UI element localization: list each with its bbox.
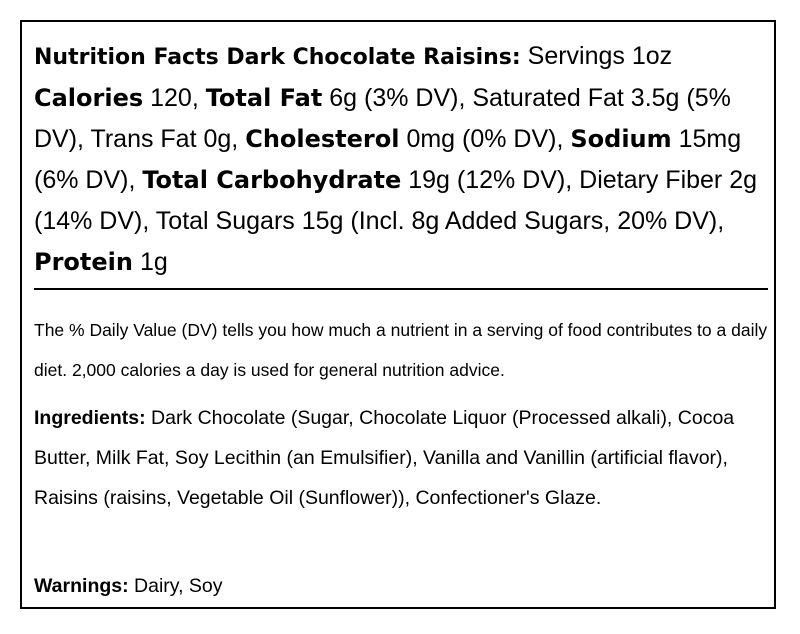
nutrition-facts-block: Nutrition Facts Dark Chocolate Raisins: … — [34, 36, 769, 283]
total-fat-value: 6g (3% DV), Saturated Fat 3.5g (5% DV), … — [34, 84, 731, 153]
ingredients-text: Dark Chocolate (Sugar, Chocolate Liquor … — [34, 407, 735, 509]
calories-label: Calories — [34, 84, 144, 112]
nutrition-label-panel: Nutrition Facts Dark Chocolate Raisins: … — [20, 20, 776, 609]
product-title: Nutrition Facts Dark Chocolate Raisins: — [34, 45, 521, 70]
total-fat-label: Total Fat — [205, 84, 323, 112]
protein-value: 1g — [139, 248, 168, 276]
warnings-section: Warnings: Dairy, Soy — [34, 566, 770, 606]
ingredients-label: Ingredients: — [34, 407, 146, 429]
total-carbohydrate-value: 19g (12% DV), Dietary Fiber 2g (14% DV),… — [34, 166, 758, 235]
protein-label: Protein — [34, 248, 133, 276]
daily-value-note: The % Daily Value (DV) tells you how muc… — [34, 320, 768, 380]
ingredients-section: Ingredients: Dark Chocolate (Sugar, Choc… — [34, 398, 770, 518]
sodium-value: 15mg (6% DV), — [34, 125, 742, 194]
total-carbohydrate-label: Total Carbohydrate — [142, 166, 402, 194]
sodium-label: Sodium — [570, 125, 672, 153]
servings-text: Servings 1oz — [527, 42, 673, 70]
cholesterol-label: Cholesterol — [245, 125, 400, 153]
section-divider — [34, 288, 768, 290]
cholesterol-value: 0mg (0% DV), — [406, 125, 564, 153]
warnings-text: Dairy, Soy — [134, 575, 223, 597]
calories-value: 120, — [150, 84, 199, 112]
warnings-label: Warnings: — [34, 575, 129, 597]
